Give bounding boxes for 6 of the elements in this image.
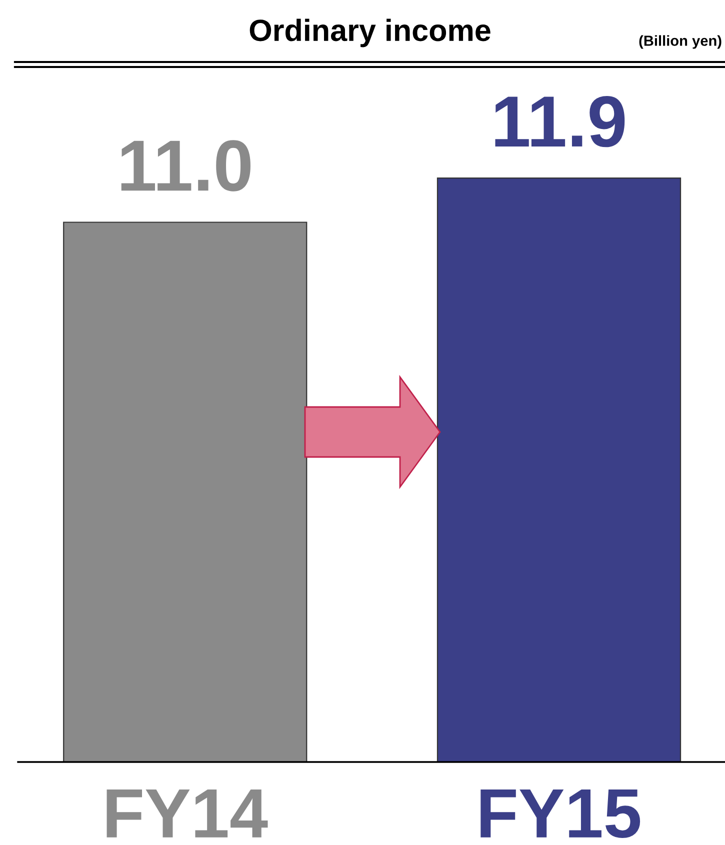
chart-title: Ordinary income — [250, 18, 490, 48]
chart-subtitle: (Billion yen) — [639, 35, 722, 49]
data-label: 11.9 — [495, 96, 625, 148]
x-tick-label: FY14 — [106, 790, 268, 838]
x-tick-label: FY15 — [480, 790, 640, 838]
data-label: 11.0 — [121, 140, 250, 192]
